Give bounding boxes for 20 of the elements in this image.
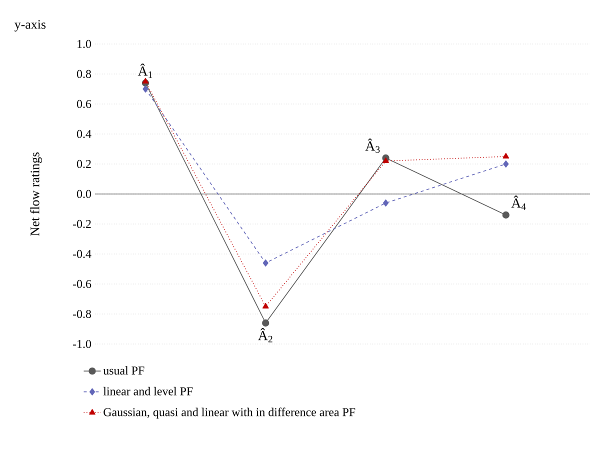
legend-label: usual PF (103, 366, 144, 375)
y-tick-label: -1.0 (72, 340, 92, 348)
y-tick-label: 0.4 (76, 130, 92, 138)
legend-label: Gaussian, quasi and linear with in difference area PF (104, 408, 356, 419)
annotation: Â$_{3}$ (365, 138, 380, 153)
legend-label: linear and level PF (103, 386, 193, 396)
y-tick-label: 0.6 (76, 100, 92, 108)
y-tick-label: 0.0 (76, 190, 92, 198)
y-axis-title: Net flow ratings (30, 152, 42, 236)
y-tick-label: 0.8 (76, 70, 92, 78)
text: y-axis (14, 20, 46, 32)
y-tick-label: -0.6 (72, 280, 92, 288)
y-tick-label: -0.2 (72, 220, 91, 228)
y-tick-label: -0.4 (72, 250, 92, 258)
y-tick-label: -0.8 (72, 310, 92, 318)
annotation: Â$_{4}$ (511, 196, 526, 210)
y-tick-label: 0.2 (76, 160, 91, 168)
annotation: Â$_{1}$ (138, 64, 152, 78)
annotation: Â$_{2}$ (258, 328, 272, 342)
y-tick-label: 1.0 (78, 40, 92, 48)
